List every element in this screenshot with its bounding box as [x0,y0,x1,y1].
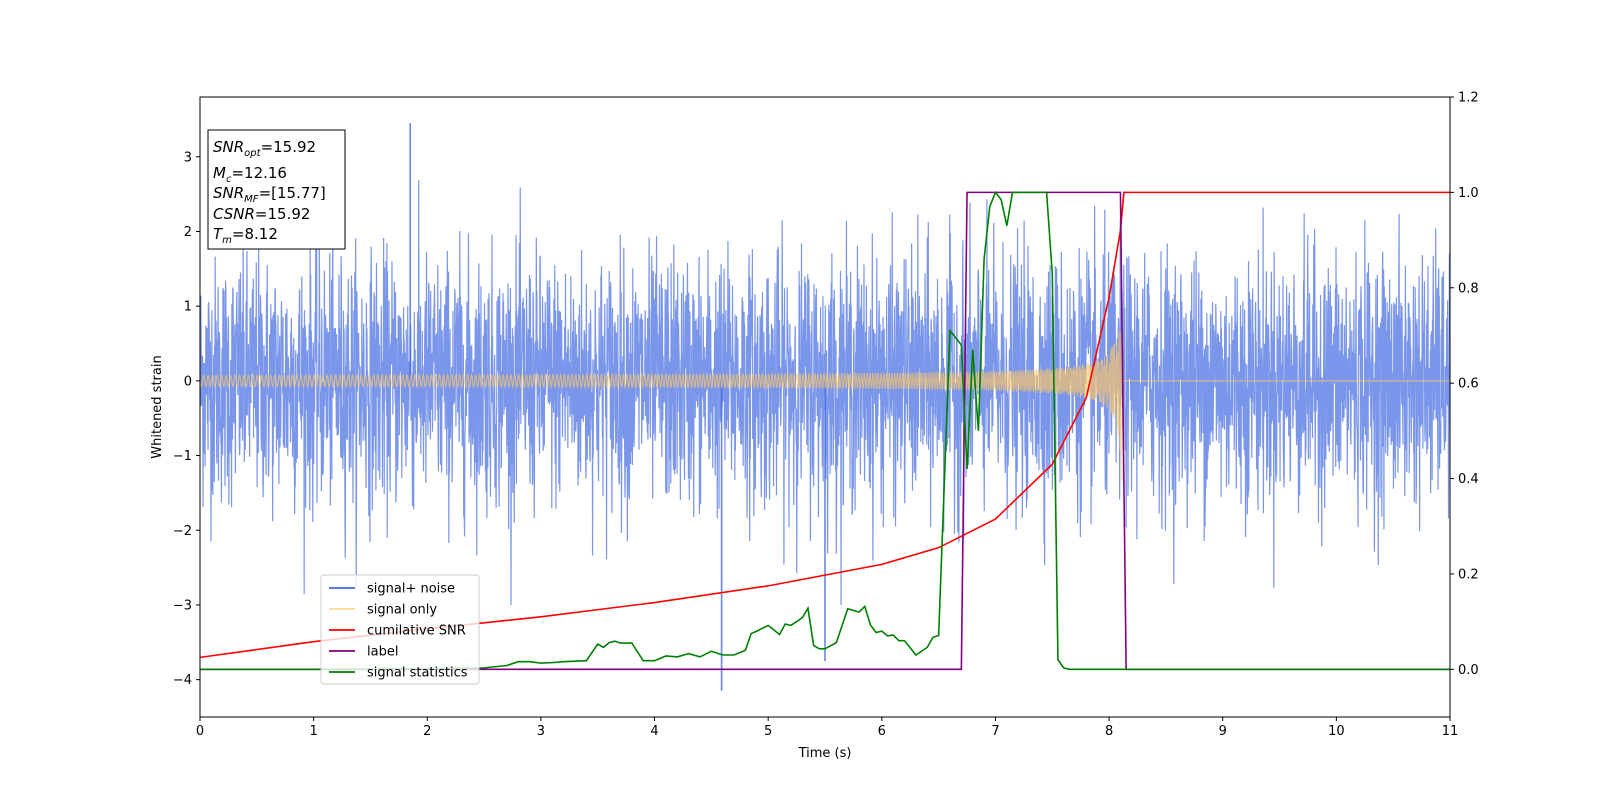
x-tick-label: 8 [1105,724,1113,739]
y-right-tick-label: 0.0 [1458,663,1479,678]
legend-label: signal only [367,603,437,618]
x-axis: 0 1 2 3 4 5 6 7 8 9 10 11 [196,717,1458,739]
annotation-line-mc: Mc=12.16 [213,164,287,185]
y-left-tick-label: −1 [173,449,192,464]
y-left-tick-label: −3 [173,598,192,613]
x-tick-label: 11 [1442,724,1459,739]
annotation-line-csnr: CSNR=15.92 [213,205,310,223]
legend-label: signal statistics [367,666,468,681]
y-right-tick-label: 1.2 [1458,91,1479,106]
x-tick-label: 3 [537,724,545,739]
annotation-line-snr-mf: SNRMF=[15.77] [213,184,326,205]
annotation-box: SNRopt=15.92 Mc=12.16 SNRMF=[15.77] CSNR… [207,129,346,250]
x-tick-label: 0 [196,724,204,739]
legend-label: cumilative SNR [367,624,466,639]
y-right-tick-label: 1.0 [1458,186,1479,201]
x-axis-label: Time (s) [798,746,852,761]
x-tick-label: 2 [423,724,431,739]
y-left-tick-label: 2 [184,225,192,240]
x-tick-label: 1 [309,724,317,739]
legend-label: signal+ noise [367,582,455,597]
y-axis-left: −4 −3 −2 −1 0 1 2 3 [173,150,200,688]
x-tick-label: 9 [1219,724,1227,739]
y-left-tick-label: −2 [173,524,192,539]
y-left-tick-label: −4 [173,673,192,688]
series-signal-only-line [200,331,1450,482]
y-right-tick-label: 0.8 [1458,281,1479,296]
plot-frame [199,96,1451,718]
annotation-line-tm: Tm=8.12 [213,225,278,246]
x-tick-label: 6 [878,724,886,739]
y-left-tick-label: 3 [184,150,192,165]
x-tick-label: 5 [764,724,772,739]
y-left-tick-label: 1 [184,300,192,315]
y-right-tick-label: 0.2 [1458,567,1479,582]
y-right-tick-label: 0.6 [1458,377,1479,392]
annotation-line-snr-opt: SNRopt=15.92 [213,138,316,159]
x-tick-label: 4 [650,724,658,739]
y-axis-right: 0.0 0.2 0.4 0.6 0.8 1.0 1.2 [1450,91,1479,678]
y-axis-label: Whitened strain [150,355,165,458]
x-tick-label: 7 [991,724,999,739]
y-left-tick-label: 0 [184,374,192,389]
legend: signal+ noise signal only cumilative SNR la… [320,574,480,685]
series-signal-statistics-line [200,190,1450,671]
x-tick-label: 10 [1328,724,1345,739]
legend-frame [320,574,480,685]
y-right-tick-label: 0.4 [1458,472,1479,487]
legend-label: label [367,645,398,660]
